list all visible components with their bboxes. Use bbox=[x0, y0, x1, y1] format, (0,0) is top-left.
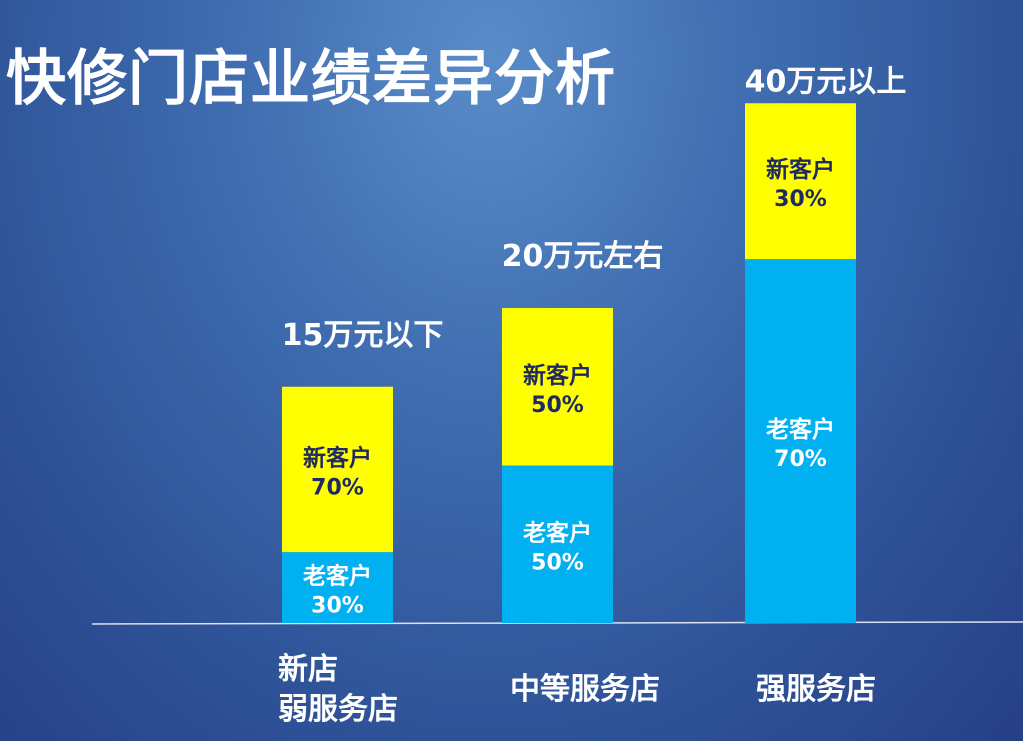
segment-value-label: 50% bbox=[531, 550, 584, 575]
bar-segment-new-customer-3 bbox=[745, 103, 856, 260]
segment-series-label: 新客户 bbox=[766, 156, 835, 183]
segment-value-label: 30% bbox=[311, 594, 364, 619]
segment-series-label: 老客户 bbox=[522, 519, 592, 546]
category-label-3: 强服务店 bbox=[756, 670, 876, 710]
bar-total-label: 40万元以上 bbox=[745, 64, 907, 99]
segment-value-label: 30% bbox=[774, 187, 827, 212]
segment-series-label: 老客户 bbox=[765, 416, 835, 443]
segment-series-label: 新客户 bbox=[523, 362, 592, 389]
bar-segment-old-customer-1 bbox=[282, 552, 393, 623]
bar-segment-old-customer-3 bbox=[745, 259, 856, 623]
bar-segment-new-customer-2 bbox=[502, 308, 613, 466]
bar-segment-new-customer-1 bbox=[282, 386, 393, 553]
page-title: 快修门店业绩差异分析 bbox=[6, 44, 616, 114]
bar-total-label: 20万元左右 bbox=[502, 239, 664, 274]
segment-value-label: 70% bbox=[774, 447, 827, 472]
segment-value-label: 50% bbox=[531, 393, 584, 418]
category-label-1: 新店 弱服务店 bbox=[278, 650, 398, 730]
category-label-line: 弱服务店 bbox=[278, 692, 398, 727]
segment-series-label: 新客户 bbox=[303, 444, 372, 471]
category-label-line: 中等服务店 bbox=[510, 672, 660, 707]
category-label-2: 中等服务店 bbox=[510, 670, 660, 710]
bar-total-label: 15万元以下 bbox=[282, 318, 444, 353]
category-label-line: 新店 bbox=[278, 652, 338, 687]
segment-value-label: 70% bbox=[311, 475, 364, 500]
segment-series-label: 老客户 bbox=[302, 563, 372, 590]
category-label-line: 强服务店 bbox=[756, 672, 876, 707]
bar-segment-old-customer-2 bbox=[502, 465, 613, 623]
